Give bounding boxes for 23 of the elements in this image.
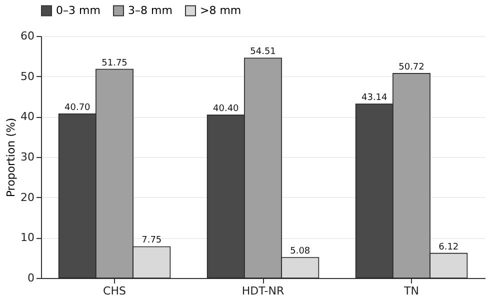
data-label: 5.08	[290, 246, 310, 257]
x-tick-label: HDT-NR	[242, 284, 284, 298]
data-label: 50.72	[398, 62, 424, 72]
y-tick-label: 40	[20, 110, 34, 124]
y-tick-label: 60	[20, 30, 34, 42]
data-label: 43.14	[361, 93, 388, 103]
y-axis-title: Proportion (%)	[4, 118, 18, 198]
data-label: 51.75	[102, 58, 128, 68]
y-tick-label: 20	[20, 190, 34, 204]
data-label: 40.40	[212, 104, 240, 114]
legend-label: >8 mm	[200, 4, 242, 17]
y-tick-label: 30	[20, 150, 34, 164]
y-tick-label: 0	[28, 272, 34, 284]
legend-label: 3–8 mm	[128, 4, 172, 17]
data-label: 7.75	[142, 236, 162, 246]
data-label: 40.70	[64, 102, 91, 113]
x-tick-label: TN	[403, 284, 419, 298]
y-tick-label: 50	[20, 70, 34, 83]
x-tick-label: CHS	[103, 284, 126, 298]
legend-label: 0–3 mm	[56, 4, 100, 17]
data-label: 6.12	[438, 242, 459, 252]
y-tick-label: 10	[20, 231, 34, 244]
data-label: 54.51	[250, 47, 276, 58]
